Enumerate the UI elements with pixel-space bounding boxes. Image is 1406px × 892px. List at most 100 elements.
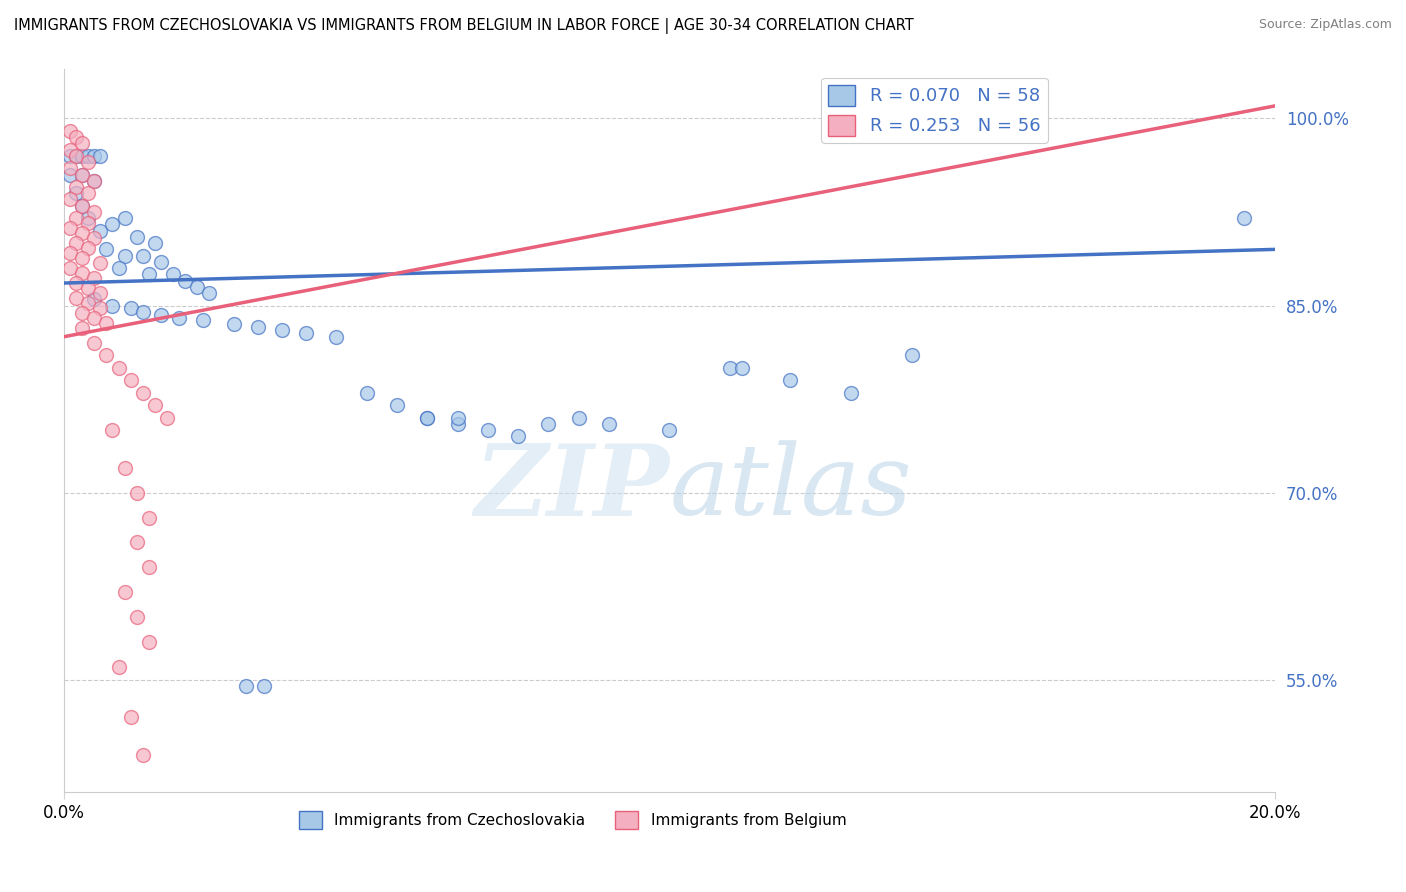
Point (246, 319, 269, 334)
Point (107, 660, 129, 674)
Point (59, 143, 82, 157)
Point (506, 429, 529, 443)
Point (70, 168, 93, 182)
Point (65, 211, 87, 226)
Point (77, 211, 100, 226)
Point (83, 149, 105, 163)
Point (70, 149, 93, 163)
Point (77, 281, 100, 295)
Point (446, 417, 468, 431)
Point (114, 460, 136, 475)
Point (658, 423, 681, 437)
Point (174, 274, 197, 288)
Point (107, 360, 129, 375)
Point (138, 560, 160, 574)
Legend: Immigrants from Czechoslovakia, Immigrants from Belgium: Immigrants from Czechoslovakia, Immigran… (292, 805, 852, 835)
Point (295, 326, 318, 340)
Point (70, 226, 93, 240)
Point (70, 168, 93, 182)
Point (325, 329, 347, 343)
Point (385, 398, 408, 412)
Point (143, 236, 166, 251)
Point (65, 149, 87, 163)
Point (65, 236, 87, 251)
Point (70, 266, 93, 280)
Point (156, 410, 179, 425)
Point (132, 385, 155, 400)
Point (59, 149, 82, 163)
Point (253, 679, 276, 693)
Point (96, 243, 118, 257)
Point (718, 360, 741, 375)
Point (114, 585, 136, 599)
Point (77, 216, 100, 230)
Point (537, 417, 560, 431)
Text: IMMIGRANTS FROM CZECHOSLOVAKIA VS IMMIGRANTS FROM BELGIUM IN LABOR FORCE | AGE 3: IMMIGRANTS FROM CZECHOSLOVAKIA VS IMMIGR… (14, 18, 914, 34)
Point (132, 304, 155, 318)
Point (271, 323, 294, 337)
Point (1233, 211, 1256, 226)
Point (89, 224, 111, 238)
Point (89, 256, 111, 270)
Point (89, 286, 111, 301)
Point (59, 193, 82, 207)
Point (96, 348, 118, 362)
Point (125, 535, 148, 549)
Point (59, 168, 82, 182)
Point (149, 309, 172, 323)
Point (83, 293, 105, 307)
Point (89, 301, 111, 315)
Point (120, 373, 142, 387)
Point (193, 313, 215, 327)
Point (598, 417, 620, 431)
Point (70, 199, 93, 213)
Point (65, 149, 87, 163)
Point (77, 155, 100, 169)
Point (186, 280, 208, 294)
Point (101, 423, 124, 437)
Point (77, 296, 100, 310)
Point (77, 241, 100, 255)
Point (416, 410, 439, 425)
Point (65, 291, 87, 305)
Point (114, 249, 136, 263)
Point (101, 298, 124, 312)
Point (65, 186, 87, 201)
Point (138, 510, 160, 524)
Point (59, 246, 82, 260)
Point (900, 348, 922, 362)
Point (65, 130, 87, 145)
Text: ZIP: ZIP (474, 440, 669, 536)
Point (125, 230, 148, 244)
Point (96, 316, 118, 330)
Point (59, 124, 82, 138)
Point (138, 268, 160, 282)
Point (83, 174, 105, 188)
Point (59, 221, 82, 235)
Point (132, 249, 155, 263)
Point (132, 747, 155, 762)
Point (235, 679, 257, 693)
Point (83, 205, 105, 219)
Point (107, 261, 129, 276)
Point (59, 161, 82, 176)
Point (162, 268, 184, 282)
Point (125, 485, 148, 500)
Point (120, 710, 142, 724)
Point (731, 360, 754, 375)
Point (83, 231, 105, 245)
Point (70, 136, 93, 151)
Point (70, 199, 93, 213)
Point (138, 635, 160, 649)
Text: atlas: atlas (669, 441, 912, 536)
Point (779, 373, 801, 387)
Point (65, 180, 87, 194)
Point (416, 410, 439, 425)
Point (222, 317, 245, 331)
Point (83, 271, 105, 285)
Point (89, 149, 111, 163)
Point (83, 310, 105, 325)
Point (70, 251, 93, 265)
Point (83, 335, 105, 350)
Point (101, 218, 124, 232)
